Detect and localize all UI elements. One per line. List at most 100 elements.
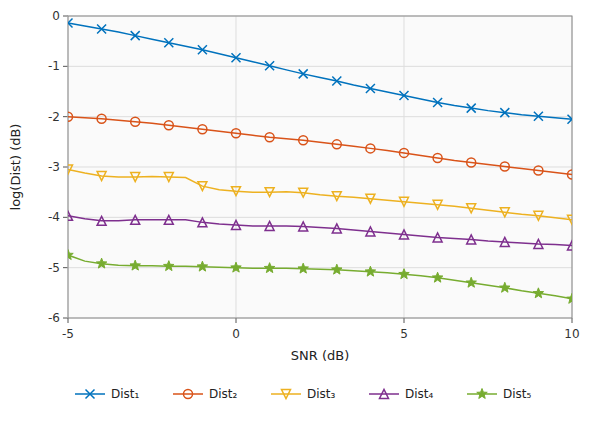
- point-marker: [232, 53, 241, 62]
- point-marker: [231, 262, 241, 272]
- series-line: [68, 170, 572, 220]
- point-marker: [400, 91, 409, 100]
- point-marker: [298, 263, 308, 273]
- point-marker: [432, 272, 442, 282]
- plot-frame: [68, 16, 572, 318]
- y-axis-label: log(Dist) (dB): [8, 124, 23, 211]
- tick-label: 5: [400, 327, 408, 341]
- tick-mark: [63, 16, 68, 17]
- point-marker: [68, 19, 73, 28]
- point-marker: [232, 187, 241, 196]
- point-marker: [365, 266, 375, 276]
- point-marker: [68, 211, 73, 220]
- point-marker: [400, 148, 409, 157]
- chart: 0-1-2-3-4-5-6-50510SNR (dB)log(Dist) (dB…: [0, 0, 592, 422]
- point-marker: [534, 240, 543, 249]
- point-marker: [466, 277, 476, 287]
- series-line: [68, 255, 572, 299]
- point-marker: [567, 293, 572, 303]
- point-marker: [197, 261, 207, 271]
- point-marker: [500, 237, 509, 246]
- grid-line: [68, 116, 572, 117]
- series-line: [68, 117, 572, 175]
- tick-mark: [236, 318, 237, 323]
- grid-line: [236, 16, 237, 318]
- tick-mark: [572, 318, 573, 323]
- point-marker: [265, 221, 274, 230]
- legend: Dist₁Dist₂Dist₃Dist₄Dist₅: [75, 387, 532, 401]
- tick-label: 0: [232, 327, 240, 341]
- point-marker: [68, 250, 73, 260]
- point-marker: [131, 173, 140, 182]
- tick-mark: [63, 318, 68, 319]
- point-marker: [332, 264, 342, 274]
- point-marker: [265, 188, 274, 197]
- point-marker: [299, 188, 308, 197]
- point-marker: [568, 215, 573, 224]
- tick-mark: [404, 318, 405, 323]
- tick-label: -6: [48, 311, 60, 325]
- tick-mark: [63, 167, 68, 168]
- point-marker: [433, 153, 442, 162]
- point-marker: [366, 84, 375, 93]
- legend-label: Dist₅: [503, 387, 532, 401]
- legend-marker: [477, 389, 487, 399]
- point-marker: [366, 194, 375, 203]
- point-marker: [265, 133, 274, 142]
- point-marker: [131, 117, 140, 126]
- point-marker: [68, 112, 73, 121]
- point-marker: [164, 38, 173, 47]
- point-marker: [68, 165, 73, 174]
- point-marker: [299, 222, 308, 231]
- point-marker: [433, 98, 442, 107]
- point-marker: [97, 216, 106, 225]
- series-line: [68, 216, 572, 246]
- point-marker: [265, 61, 274, 70]
- point-marker: [467, 235, 476, 244]
- point-marker: [400, 230, 409, 239]
- point-marker: [332, 192, 341, 201]
- tick-label: -5: [48, 261, 60, 275]
- point-marker: [131, 215, 140, 224]
- tick-label: -3: [48, 160, 60, 174]
- point-marker: [433, 200, 442, 209]
- tick-mark: [63, 217, 68, 218]
- point-marker: [97, 114, 106, 123]
- grid-line: [68, 66, 572, 67]
- point-marker: [264, 263, 274, 273]
- point-marker: [399, 269, 409, 279]
- point-marker: [97, 25, 106, 34]
- point-marker: [500, 208, 509, 217]
- tick-label: 0: [52, 9, 60, 23]
- point-marker: [500, 108, 509, 117]
- grid-line: [68, 167, 572, 168]
- point-marker: [198, 182, 207, 191]
- point-marker: [164, 173, 173, 182]
- point-marker: [232, 129, 241, 138]
- point-marker: [332, 224, 341, 233]
- tick-mark: [63, 267, 68, 268]
- tick-label: -2: [48, 110, 60, 124]
- legend-swatch: [369, 393, 399, 395]
- tick-label: 10: [564, 327, 579, 341]
- tick-label: -4: [48, 210, 60, 224]
- point-marker: [164, 121, 173, 130]
- legend-marker: [282, 390, 291, 399]
- x-axis-label: SNR (dB): [291, 348, 349, 363]
- point-marker: [299, 136, 308, 145]
- legend-label: Dist₄: [405, 387, 434, 401]
- point-marker: [500, 282, 510, 292]
- tick-mark: [63, 66, 68, 67]
- point-marker: [332, 76, 341, 85]
- point-marker: [366, 227, 375, 236]
- point-marker: [568, 170, 573, 179]
- legend-label: Dist₁: [111, 387, 140, 401]
- tick-mark: [63, 116, 68, 117]
- grid-line: [68, 267, 572, 268]
- legend-swatch: [173, 393, 203, 395]
- point-marker: [198, 125, 207, 134]
- tick-label: -1: [48, 59, 60, 73]
- point-marker: [164, 261, 174, 271]
- point-marker: [534, 166, 543, 175]
- legend-marker: [184, 390, 193, 399]
